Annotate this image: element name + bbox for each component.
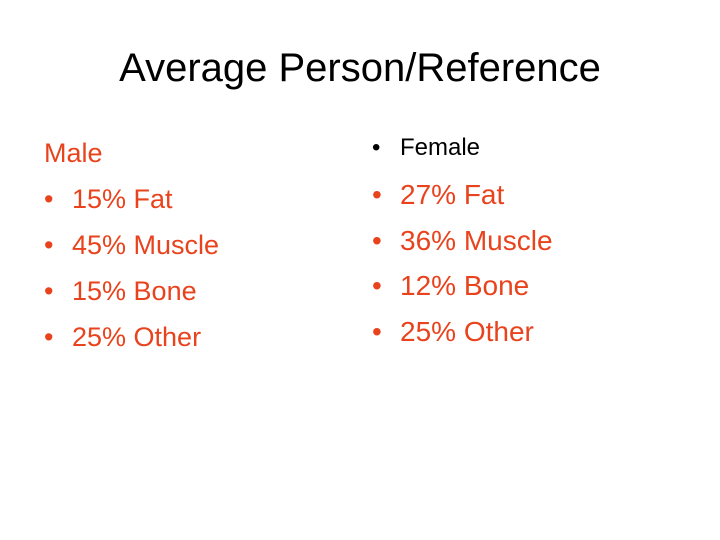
male-list: • 15% Fat • 45% Muscle • 15% Bone • 25% … — [44, 176, 344, 360]
female-item-text: 12% Bone — [400, 270, 530, 301]
bullet-icon: • — [372, 134, 381, 161]
bullet-icon: • — [44, 276, 54, 306]
male-item-text: 25% Other — [72, 322, 202, 352]
female-list: • 27% Fat • 36% Muscle • 12% Bone • 25% … — [372, 172, 692, 354]
female-item-text: 27% Fat — [400, 179, 505, 210]
list-item: • 36% Muscle — [372, 218, 692, 264]
female-heading-row: • Female — [372, 130, 692, 166]
female-heading: Female — [400, 134, 481, 161]
list-item: • 15% Fat — [44, 176, 344, 222]
bullet-icon: • — [44, 230, 54, 260]
bullet-icon: • — [372, 315, 382, 347]
bullet-icon: • — [372, 270, 382, 301]
bullet-icon: • — [372, 224, 382, 256]
female-item-text: 25% Other — [400, 315, 534, 347]
male-item-text: 15% Bone — [72, 276, 197, 306]
female-item-text: 36% Muscle — [400, 224, 553, 256]
list-item: • 27% Fat — [372, 172, 692, 218]
female-column: • Female • 27% Fat • 36% Muscle • 12% Bo… — [372, 130, 692, 354]
bullet-icon: • — [44, 184, 54, 214]
male-item-text: 45% Muscle — [72, 230, 220, 260]
male-item-text: 15% Fat — [72, 184, 173, 214]
list-item: • 15% Bone — [44, 268, 344, 314]
bullet-icon: • — [44, 322, 54, 352]
list-item: • 12% Bone — [372, 263, 692, 309]
male-heading: Male — [44, 138, 103, 168]
list-item: • 25% Other — [372, 309, 692, 355]
male-column: Male • 15% Fat • 45% Muscle • 15% Bone •… — [44, 130, 344, 360]
bullet-icon: • — [372, 179, 382, 210]
list-item: • 25% Other — [44, 314, 344, 360]
slide-title: Average Person/Reference — [119, 46, 601, 90]
list-item: • 45% Muscle — [44, 222, 344, 268]
